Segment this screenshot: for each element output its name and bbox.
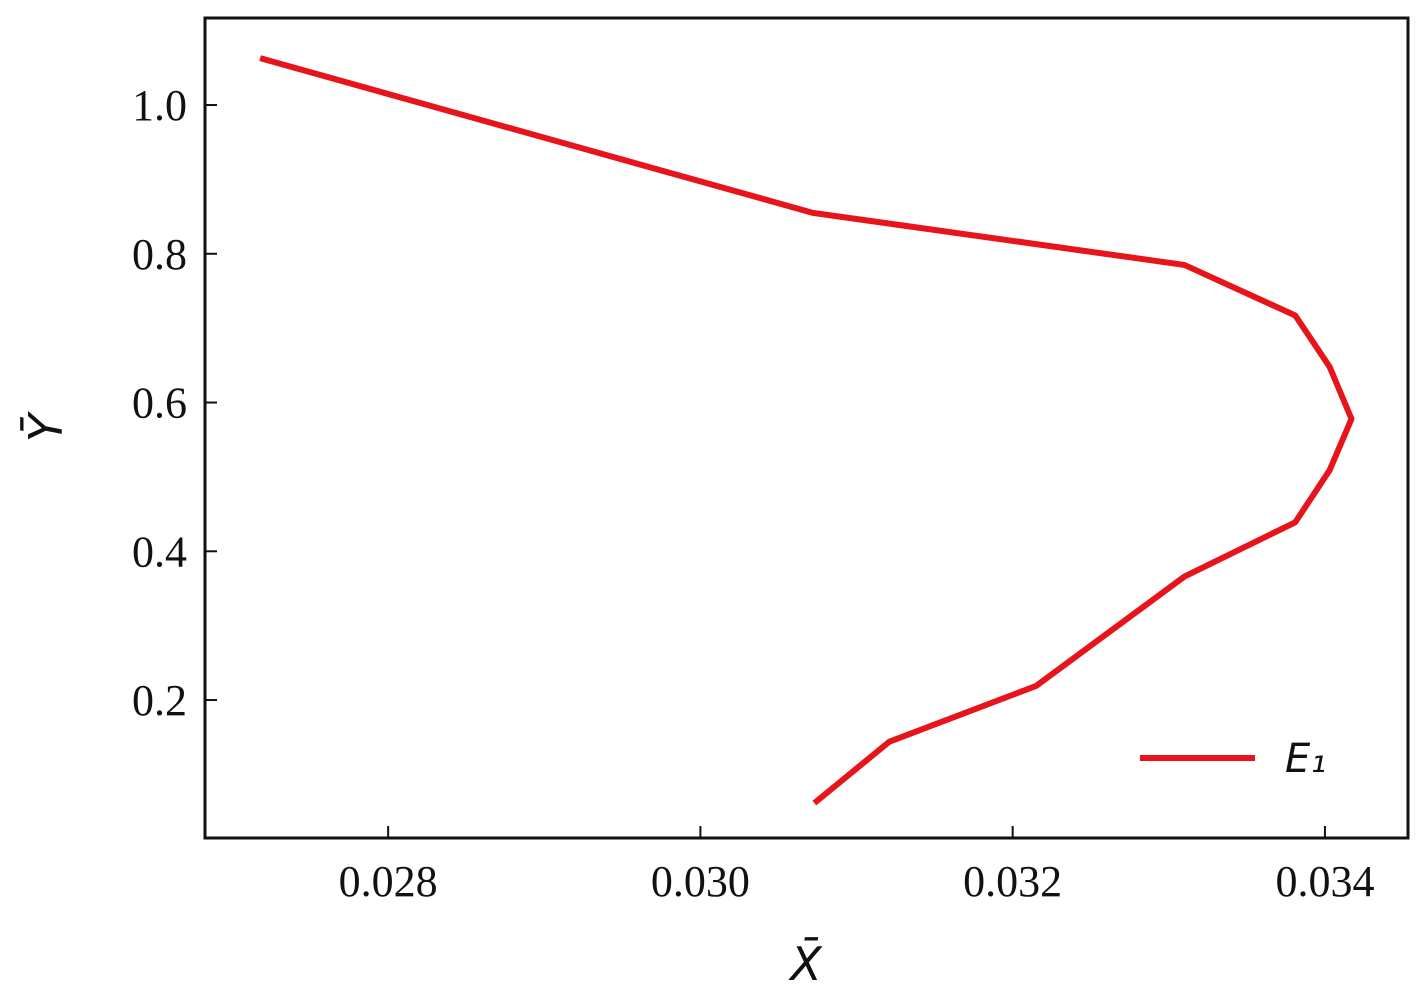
x-axis-label: X̄ <box>788 937 823 991</box>
plot-frame <box>203 16 1410 840</box>
y-tick-label: 0.6 <box>132 379 187 428</box>
x-tick-label: 0.034 <box>1275 857 1374 906</box>
y-tick-label: 0.2 <box>132 676 187 725</box>
legend-label: E₁ <box>1285 736 1326 782</box>
x-tick-label: 0.028 <box>339 857 438 906</box>
y-tick-label: 1.0 <box>132 81 187 130</box>
y-axis-label: Ȳ <box>19 410 73 442</box>
y-tick-label: 0.4 <box>132 527 187 576</box>
line-series <box>259 55 1355 806</box>
y-tick-label: 0.8 <box>132 230 187 279</box>
x-tick-label: 0.032 <box>963 857 1062 906</box>
x-tick-label: 0.030 <box>651 857 750 906</box>
